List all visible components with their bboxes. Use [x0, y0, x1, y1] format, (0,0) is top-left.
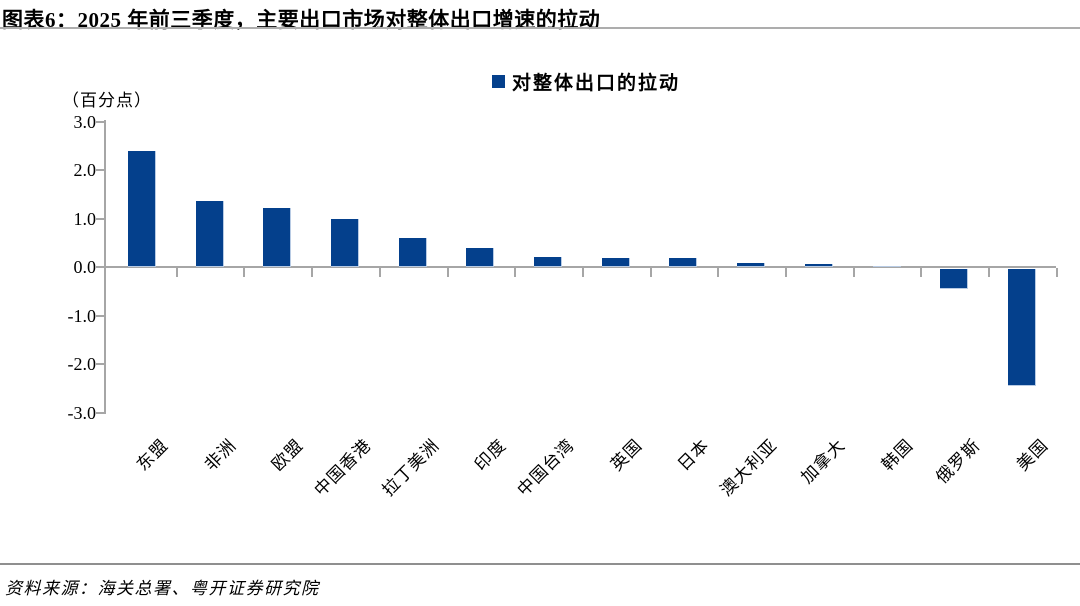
x-category-label: 欧盟: [268, 435, 308, 475]
bar: [804, 263, 833, 267]
y-tick-mark: [96, 411, 104, 414]
x-category-label: 俄罗斯: [932, 435, 985, 488]
x-category-label: 印度: [471, 435, 511, 475]
x-tick-mark: [378, 268, 381, 277]
bar: [940, 269, 969, 289]
bar: [872, 265, 901, 267]
bar: [330, 218, 359, 267]
x-tick-mark: [1055, 268, 1058, 277]
bar: [601, 257, 630, 267]
y-tick-label: 1.0: [73, 208, 97, 229]
title-divider: [0, 27, 1080, 29]
bar: [398, 237, 427, 267]
bar-chart: （百分点） 对整体出口的拉动 3.0 2.0 1.0 0.0 -1.0 -2.0 -3.0 东…: [0, 30, 1080, 560]
bar: [1007, 269, 1036, 387]
x-tick-mark: [243, 268, 246, 277]
y-tick-mark: [96, 314, 104, 317]
x-category-label: 非洲: [200, 435, 240, 475]
y-tick-label: -3.0: [67, 402, 97, 423]
x-tick-mark: [649, 268, 652, 277]
legend-label: 对整体出口的拉动: [512, 73, 681, 94]
y-tick-label: -1.0: [67, 305, 97, 326]
x-tick-mark: [175, 268, 178, 277]
x-category-label: 加拿大: [797, 435, 849, 488]
y-tick-mark: [96, 169, 104, 171]
footer-divider: [0, 563, 1080, 565]
x-category-label: 中国香港: [310, 435, 375, 500]
x-tick-mark: [311, 268, 314, 277]
bar: [195, 200, 224, 267]
x-tick-mark: [988, 268, 991, 277]
x-category-label: 韩国: [877, 435, 917, 475]
x-tick-mark: [581, 268, 584, 277]
x-category-label: 日本: [674, 435, 714, 475]
y-tick-mark: [96, 266, 104, 268]
x-axis-line: [104, 266, 1056, 268]
bar: [669, 258, 698, 267]
x-tick-mark: [852, 268, 855, 277]
x-tick-mark: [446, 268, 449, 277]
x-tick-mark: [717, 268, 720, 277]
x-category-label: 中国台湾: [513, 435, 579, 500]
x-tick-mark: [514, 268, 517, 277]
bar: [127, 150, 156, 267]
x-category-label: 美国: [1013, 435, 1052, 475]
y-axis-unit-label: （百分点）: [62, 91, 152, 110]
y-tick-label: -2.0: [67, 354, 97, 374]
chart-legend: 对整体出口的拉动: [492, 68, 680, 95]
y-tick-label: 2.0: [73, 160, 97, 180]
source-line: 资料来源：海关总署、粤开证券研究院: [5, 579, 320, 598]
y-tick-mark: [96, 120, 104, 123]
bar: [534, 257, 563, 267]
y-tick-mark: [96, 217, 104, 220]
bar: [466, 247, 495, 267]
x-tick-mark: [920, 268, 923, 277]
bar: [263, 207, 292, 267]
bar: [737, 263, 766, 267]
x-category-label: 东盟: [132, 435, 172, 475]
x-category-label: 澳大利亚: [716, 435, 782, 500]
y-tick-label: 0.0: [73, 257, 97, 277]
x-tick-mark: [785, 268, 787, 277]
y-tick-label: 3.0: [73, 111, 97, 132]
x-category-label: 拉丁美洲: [378, 435, 443, 500]
x-category-label: 英国: [606, 435, 646, 475]
legend-color-swatch-icon: [492, 75, 505, 88]
y-tick-mark: [96, 363, 104, 365]
